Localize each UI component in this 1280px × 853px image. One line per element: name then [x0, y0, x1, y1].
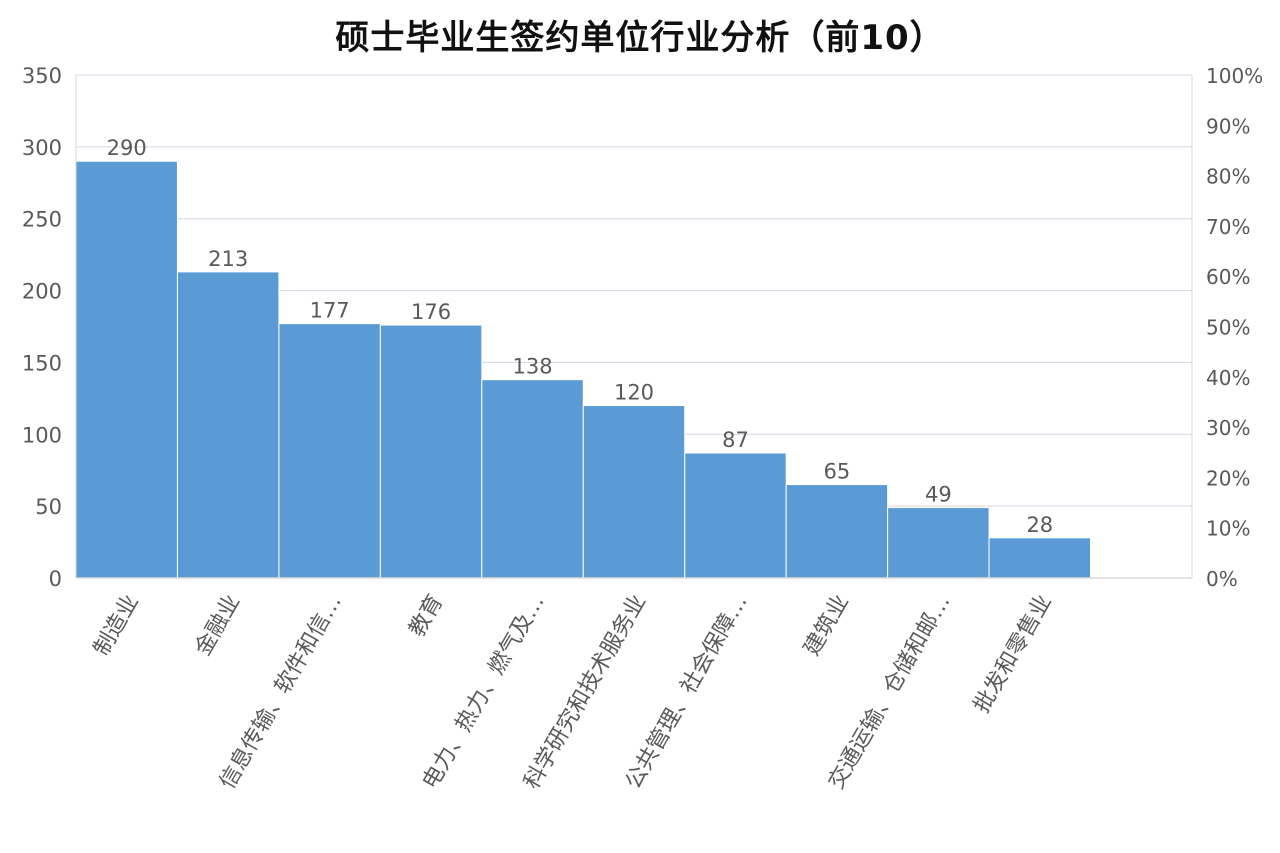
bar-value-label: 49 — [925, 483, 952, 507]
bar — [278, 323, 381, 579]
y-tick-label: 200 — [22, 280, 62, 304]
bar — [785, 484, 889, 579]
bar-value-label: 120 — [614, 381, 654, 405]
bar — [582, 405, 686, 579]
y-axis-left: 0 50 100 150 200 250 300 350 — [22, 64, 77, 591]
bar — [176, 271, 280, 579]
bar — [379, 324, 483, 579]
y-tick-label: 250 — [22, 208, 62, 232]
x-tick-label: 批发和零售业 — [969, 591, 1057, 718]
y2-tick-label: 0% — [1206, 567, 1238, 591]
x-tick-label: 制造业 — [89, 591, 144, 661]
y-tick-label: 300 — [22, 136, 62, 160]
y-tick-label: 150 — [22, 351, 62, 375]
bar — [887, 507, 990, 579]
chart-title: 硕士毕业生签约单位行业分析（前10） — [335, 18, 945, 58]
y2-tick-label: 70% — [1206, 215, 1250, 239]
bar-value-label: 138 — [512, 355, 552, 379]
y2-tick-label: 30% — [1206, 416, 1250, 440]
bar-value-label: 176 — [411, 300, 451, 324]
bar — [988, 537, 1092, 579]
y2-tick-label: 20% — [1206, 466, 1250, 490]
x-tick-label: 金融业 — [191, 591, 246, 661]
bar-value-label: 28 — [1026, 513, 1053, 537]
bar — [75, 160, 178, 579]
y2-tick-label: 100% — [1206, 64, 1263, 88]
y-axis-right: 0% 10% 20% 30% 40% 50% 60% 70% 80% 90% 100% — [1191, 64, 1263, 591]
bar — [481, 379, 584, 579]
data-labels: 290 213 177 176 138 120 87 65 49 28 — [107, 136, 1054, 537]
y2-tick-label: 10% — [1206, 517, 1250, 541]
bar-value-label: 177 — [310, 299, 350, 323]
bar-value-label: 65 — [824, 460, 851, 484]
y2-tick-label: 40% — [1206, 366, 1250, 390]
bars — [75, 160, 1092, 579]
bar-value-label: 213 — [208, 247, 248, 271]
x-tick-label: 教育 — [405, 591, 449, 642]
y-tick-label: 100 — [22, 423, 62, 447]
y-tick-label: 50 — [35, 495, 62, 519]
bar-value-label: 87 — [722, 428, 749, 452]
y-tick-label: 350 — [22, 64, 62, 88]
y2-tick-label: 80% — [1206, 165, 1250, 189]
y2-tick-label: 60% — [1206, 265, 1250, 289]
bar-value-label: 290 — [107, 136, 147, 160]
x-tick-label: 建筑业 — [799, 591, 854, 661]
y2-tick-label: 50% — [1206, 316, 1250, 340]
bar — [684, 452, 787, 579]
y-tick-label: 0 — [49, 567, 62, 591]
y2-tick-label: 90% — [1206, 114, 1250, 138]
